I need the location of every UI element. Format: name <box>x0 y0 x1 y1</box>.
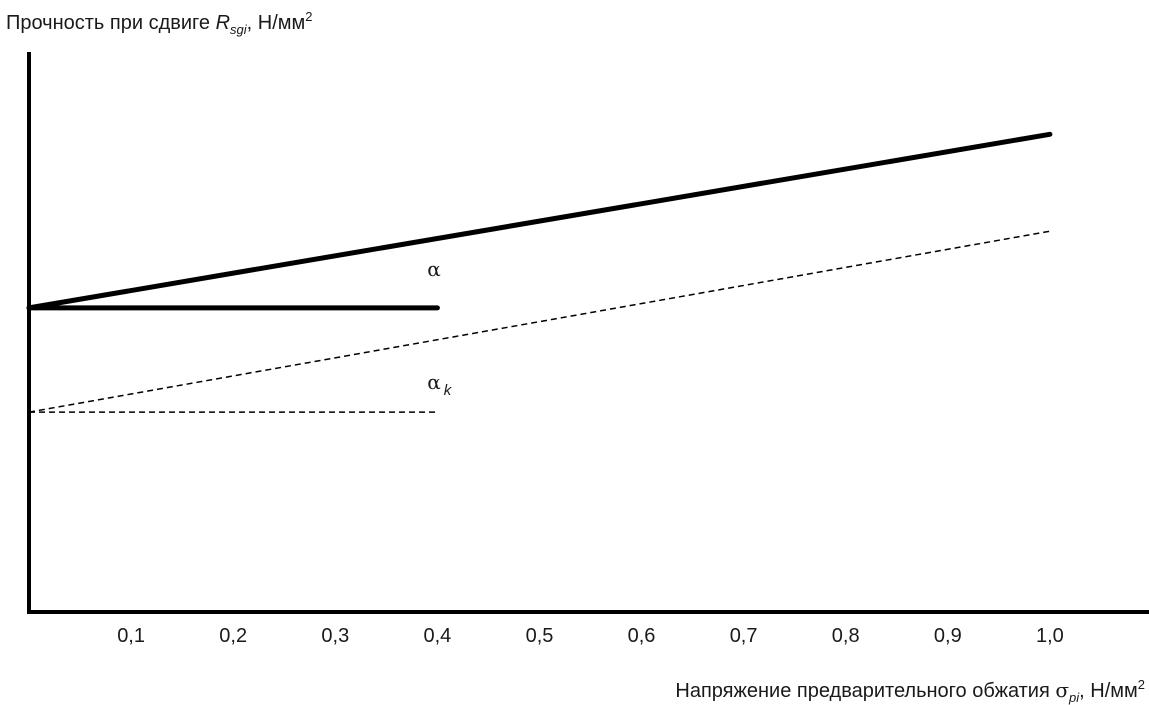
x-axis-label-symbol: σ <box>1055 678 1070 702</box>
x-tick-label-6: 0,6 <box>628 625 656 647</box>
x-tick-label-2: 0,2 <box>219 625 247 647</box>
y-axis-label-unit: , Н/мм <box>246 12 306 34</box>
annotation-subscript-2: k <box>444 382 453 399</box>
x-axis-label: Напряжение предварительного обжатия σpi,… <box>675 677 1145 705</box>
annotation-label-1: α <box>427 257 441 281</box>
annotation-symbol-1: α <box>427 257 441 281</box>
annotations: αα k <box>427 257 453 399</box>
x-axis-label-subscript: pi <box>1069 690 1080 705</box>
x-tick-label-4: 0,4 <box>423 625 451 647</box>
x-axis-label-unit: , Н/мм <box>1079 680 1138 702</box>
x-axis-label-unit-power: 2 <box>1137 677 1145 692</box>
x-tick-label-10: 1,0 <box>1036 625 1064 647</box>
annotation-symbol-2: α <box>427 370 441 394</box>
x-tick-labels: 0,1 0,2 0,3 0,4 0,5 0,6 0,7 0,8 0,9 1,0 <box>117 625 1064 647</box>
x-tick-label-1: 0,1 <box>117 625 145 647</box>
y-axis-label-unit-power: 2 <box>305 9 313 24</box>
x-tick-label-5: 0,5 <box>526 625 554 647</box>
y-axis-label-symbol: R <box>215 12 231 34</box>
x-tick-label-7: 0,7 <box>730 625 758 647</box>
y-axis-label-subscript: sgi <box>230 22 247 37</box>
series-line-1 <box>26 131 1053 311</box>
y-axis-label-text: Прочность при сдвиге <box>6 12 216 34</box>
x-tick-label-3: 0,3 <box>321 625 349 647</box>
x-axis-label-text: Напряжение предварительного обжатия <box>675 680 1056 702</box>
y-axis-label: Прочность при сдвиге Rsgi, Н/мм2 <box>6 9 313 37</box>
x-tick-label-9: 0,9 <box>934 625 962 647</box>
series-line-3 <box>28 230 1051 413</box>
x-tick-label-8: 0,8 <box>832 625 860 647</box>
series-layer <box>26 131 1053 413</box>
